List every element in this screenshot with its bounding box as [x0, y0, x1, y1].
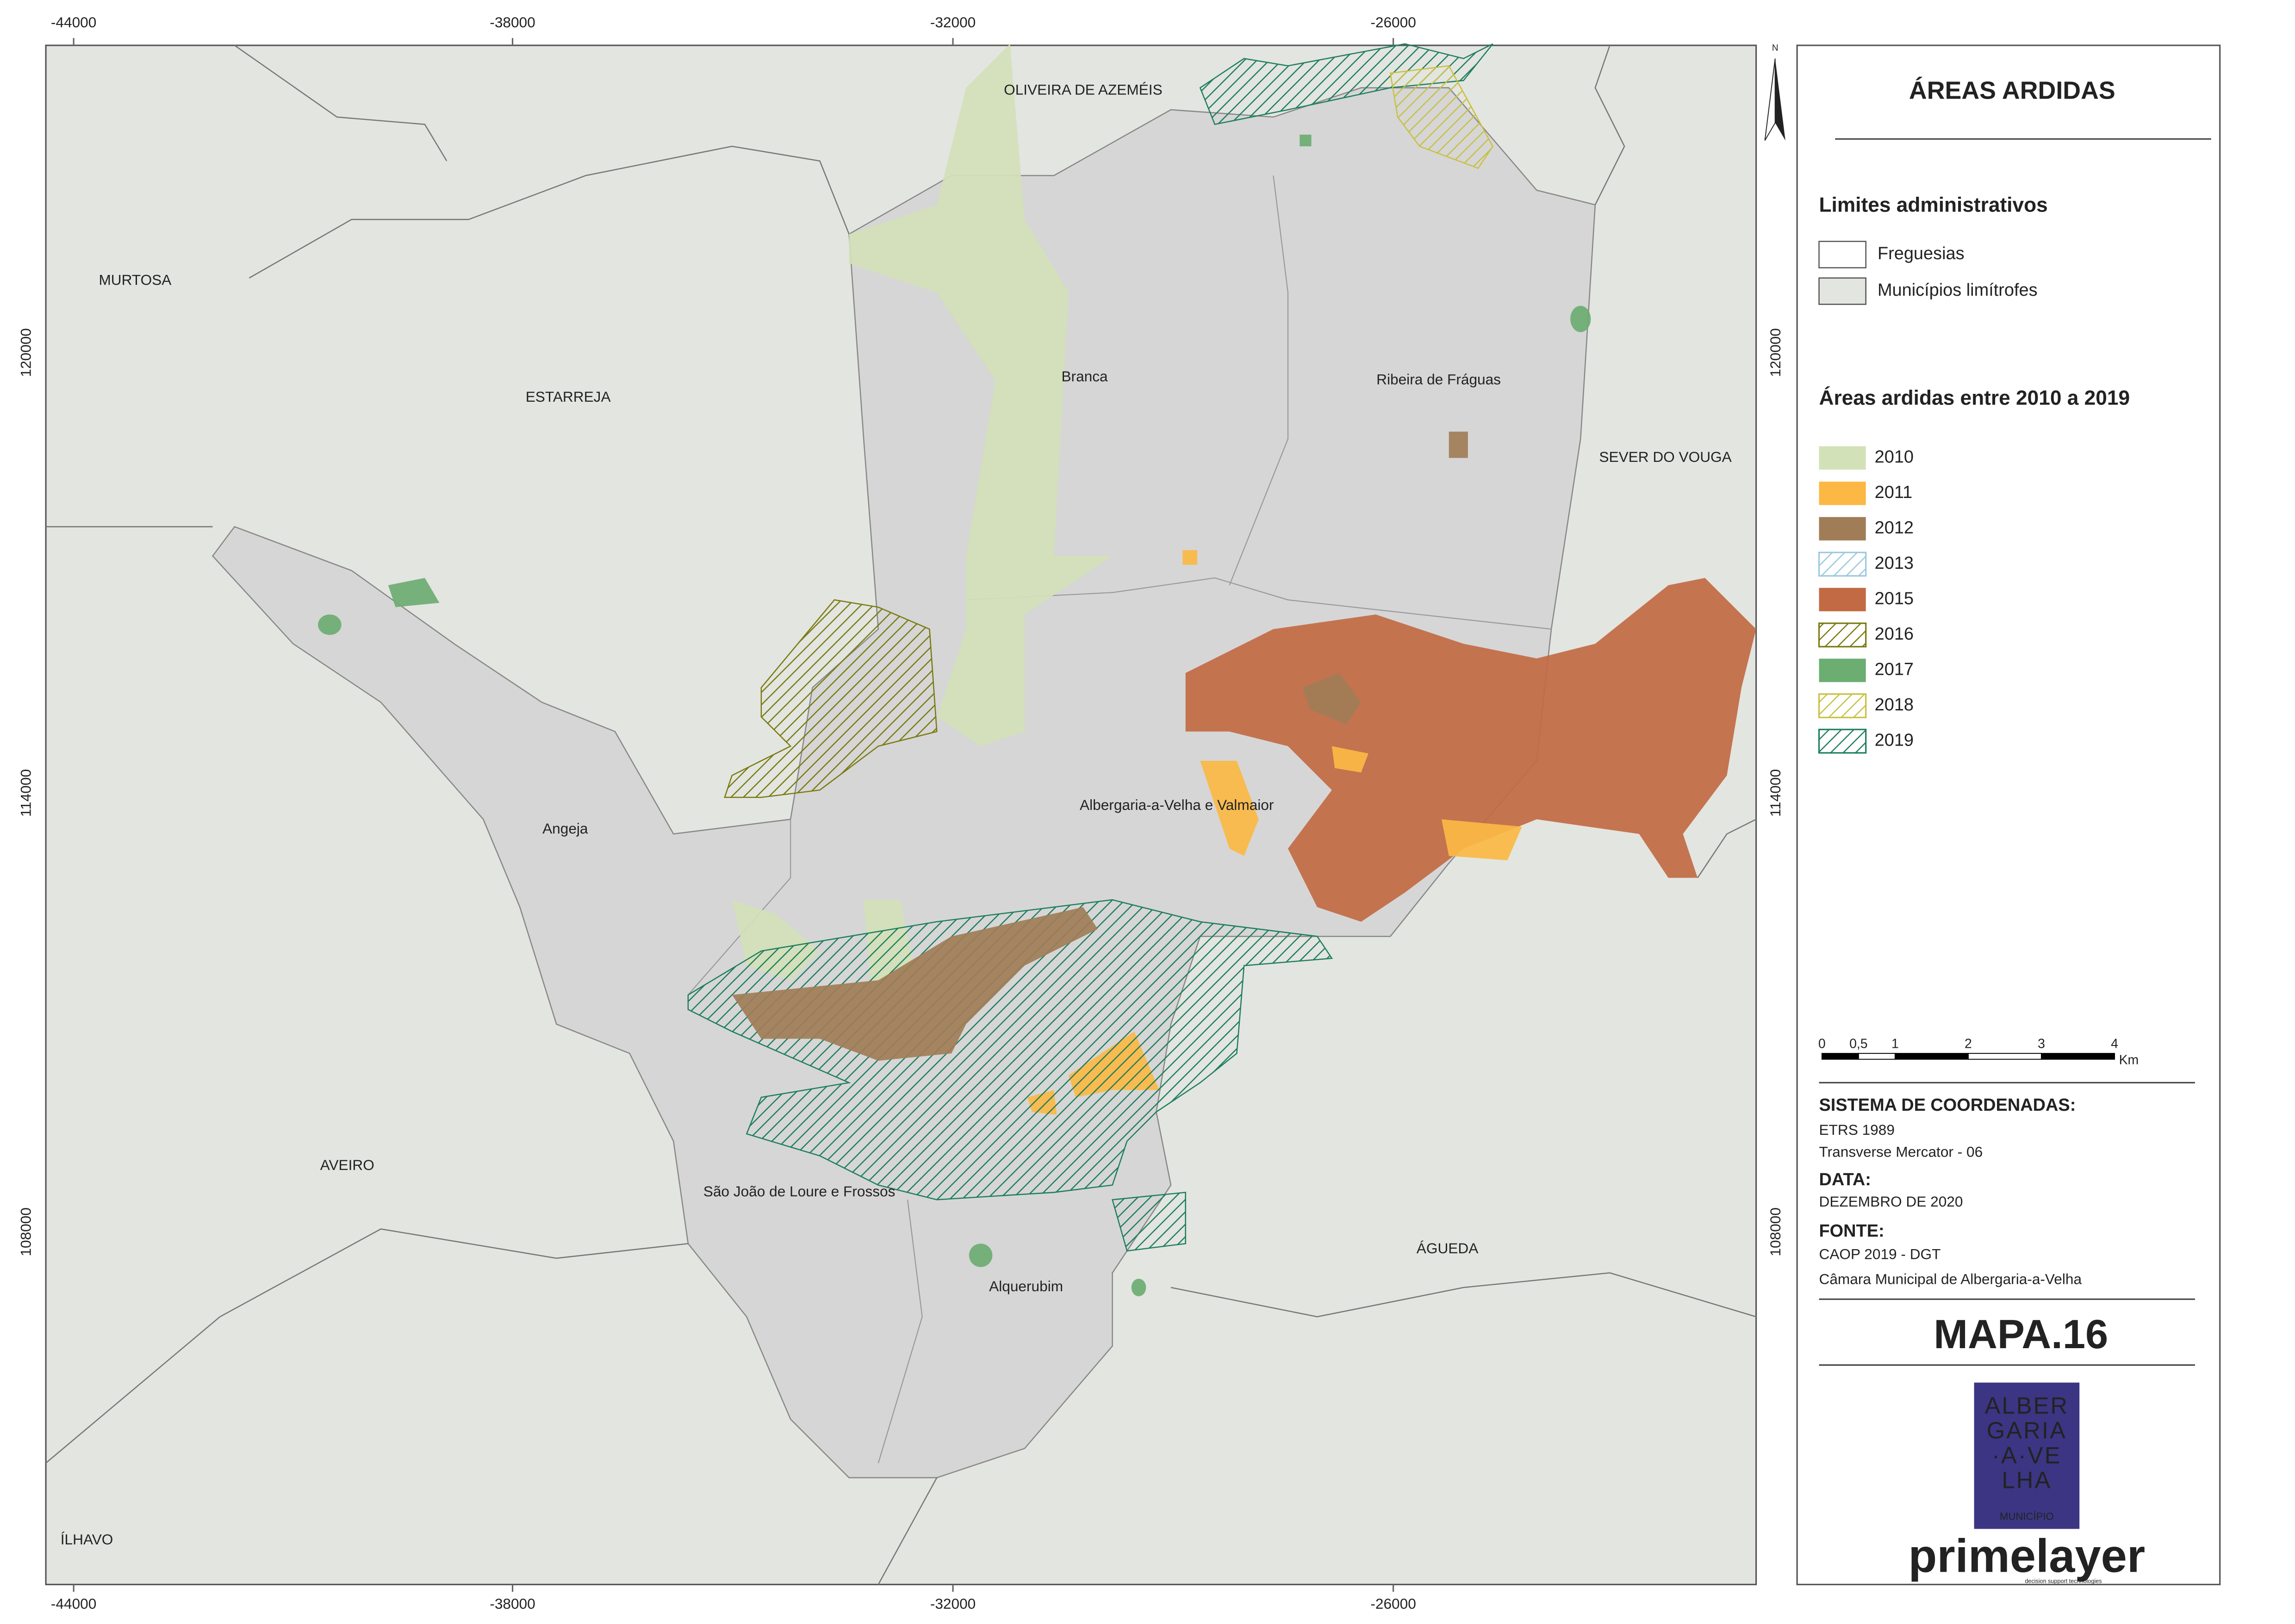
legend-panel — [1796, 44, 2221, 1586]
x-coordinate-label: -32000 — [930, 1595, 976, 1612]
place-label: ÍLHAVO — [61, 1531, 113, 1548]
legend-swatch — [1818, 277, 1866, 305]
legend-label: 2017 — [1875, 660, 1914, 679]
scale-segment — [1894, 1053, 1969, 1060]
legend-label: 2015 — [1875, 589, 1914, 609]
legend-heading: Limites administrativos — [1819, 193, 2048, 216]
x-coordinate-label: -26000 — [1370, 14, 1416, 31]
info-text: Transverse Mercator - 06 — [1819, 1143, 1983, 1160]
place-label: Branca — [1061, 368, 1108, 385]
legend-swatch — [1819, 481, 1866, 505]
burned-area — [724, 599, 938, 798]
legend-swatch — [1819, 446, 1866, 470]
place-label: São João de Loure e Frossos — [703, 1183, 896, 1200]
legend-label: 2018 — [1875, 695, 1914, 715]
place-label: OLIVEIRA DE AZEMÉIS — [1004, 81, 1163, 98]
scale-label: 4 — [2111, 1037, 2118, 1052]
y-coordinate-label: 120000 — [17, 328, 34, 377]
y-coordinate-label: 108000 — [17, 1207, 34, 1256]
legend-label: Municípios limítrofes — [1878, 280, 2038, 300]
burned-area — [732, 907, 1098, 1061]
scale-segment — [1821, 1053, 1859, 1060]
y-coordinate-label: 108000 — [1767, 1207, 1784, 1256]
north-label: N — [1772, 43, 1779, 53]
info-text: ETRS 1989 — [1819, 1121, 1895, 1138]
burned-area — [849, 44, 1113, 747]
legend-title: ÁREAS ARDIDAS — [1909, 76, 2115, 104]
legend-label: 2013 — [1875, 554, 1914, 573]
municipality — [211, 87, 1596, 1479]
legend-swatch — [1818, 622, 1867, 647]
info-text: Câmara Municipal de Albergaria-a-Velha — [1819, 1270, 2082, 1287]
x-coordinate-label: -38000 — [490, 14, 535, 31]
place-label: Ribeira de Fráguas — [1376, 371, 1501, 387]
parish-boundaries — [688, 175, 1552, 1463]
place-label: Albergaria-a-Velha e Valmaior — [1080, 796, 1274, 813]
x-coordinate-label: -32000 — [930, 14, 976, 31]
legend-swatch — [1819, 659, 1866, 682]
logo-subtitle: MUNICÍPIO — [2000, 1511, 2054, 1522]
x-coordinate-label: -26000 — [1370, 1595, 1416, 1612]
x-coordinate-label: -44000 — [51, 1595, 96, 1612]
place-label: ÁGUEDA — [1417, 1240, 1479, 1257]
place-label: MURTOSA — [99, 271, 172, 288]
map-area — [45, 43, 1757, 1585]
legend-label: 2010 — [1875, 447, 1914, 467]
scale-segment — [1968, 1053, 2042, 1060]
scale-segment — [2041, 1053, 2115, 1060]
map-number: MAPA.16 — [1934, 1311, 2108, 1357]
legend-label: 2012 — [1875, 518, 1914, 537]
legend-swatch — [1818, 728, 1867, 754]
admin-boundaries — [45, 44, 1757, 1585]
brand-name: primelayer — [1909, 1530, 2146, 1582]
place-label: ESTARREJA — [526, 388, 611, 405]
scale-label: 1 — [1891, 1037, 1899, 1052]
info-heading: FONTE: — [1819, 1221, 1885, 1241]
burned-area — [687, 899, 1333, 1201]
legend-heading: Áreas ardidas entre 2010 a 2019 — [1819, 386, 2130, 410]
burned-area — [1302, 431, 1468, 724]
scale-label: 3 — [2038, 1037, 2045, 1052]
scale-label: 0 — [1818, 1037, 1826, 1052]
scale-label: 0,5 — [1849, 1037, 1868, 1052]
scale-segment — [1858, 1053, 1896, 1060]
burned-area — [1111, 43, 1493, 1252]
logo-text: LHA — [2002, 1467, 2052, 1493]
legend-swatch — [1818, 241, 1866, 268]
place-label: AVEIRO — [320, 1157, 374, 1173]
info-text: CAOP 2019 - DGT — [1819, 1246, 1941, 1263]
scale-unit: Km — [2119, 1052, 2139, 1067]
info-heading: DATA: — [1819, 1170, 1871, 1189]
legend-swatch — [1819, 517, 1866, 541]
burned-area — [1389, 65, 1494, 169]
legend-label: Freguesias — [1878, 244, 1965, 263]
place-label: Angeja — [542, 820, 588, 837]
legend-label: 2011 — [1875, 483, 1913, 502]
x-coordinate-label: -38000 — [490, 1595, 535, 1612]
info-text: DEZEMBRO DE 2020 — [1819, 1193, 1963, 1210]
legend-swatch — [1818, 693, 1867, 718]
north-arrow-shape — [1764, 58, 1776, 141]
burned-area — [1185, 578, 1756, 922]
x-coordinate-label: -44000 — [51, 14, 96, 31]
logo-box — [1974, 1382, 2080, 1529]
brand-tagline: decision support technologies — [2025, 1578, 2102, 1585]
legend-swatch — [1819, 588, 1866, 611]
y-coordinate-label: 114000 — [17, 769, 34, 817]
legend-label: 2019 — [1875, 731, 1914, 750]
y-coordinate-label: 120000 — [1767, 328, 1784, 377]
legend-label: 2016 — [1875, 624, 1914, 644]
logo-text: GARIA — [1987, 1417, 2067, 1444]
logo-text: ·A·VE — [1992, 1442, 2062, 1468]
info-heading: SISTEMA DE COORDENADAS: — [1819, 1095, 2076, 1115]
legend-swatch — [1818, 552, 1867, 577]
place-label: Alquerubim — [989, 1278, 1063, 1294]
scale-label: 2 — [1965, 1037, 1972, 1052]
place-label: SEVER DO VOUGA — [1599, 448, 1732, 465]
logo-text: ALBER — [1985, 1392, 2069, 1419]
y-coordinate-label: 114000 — [1767, 769, 1784, 817]
